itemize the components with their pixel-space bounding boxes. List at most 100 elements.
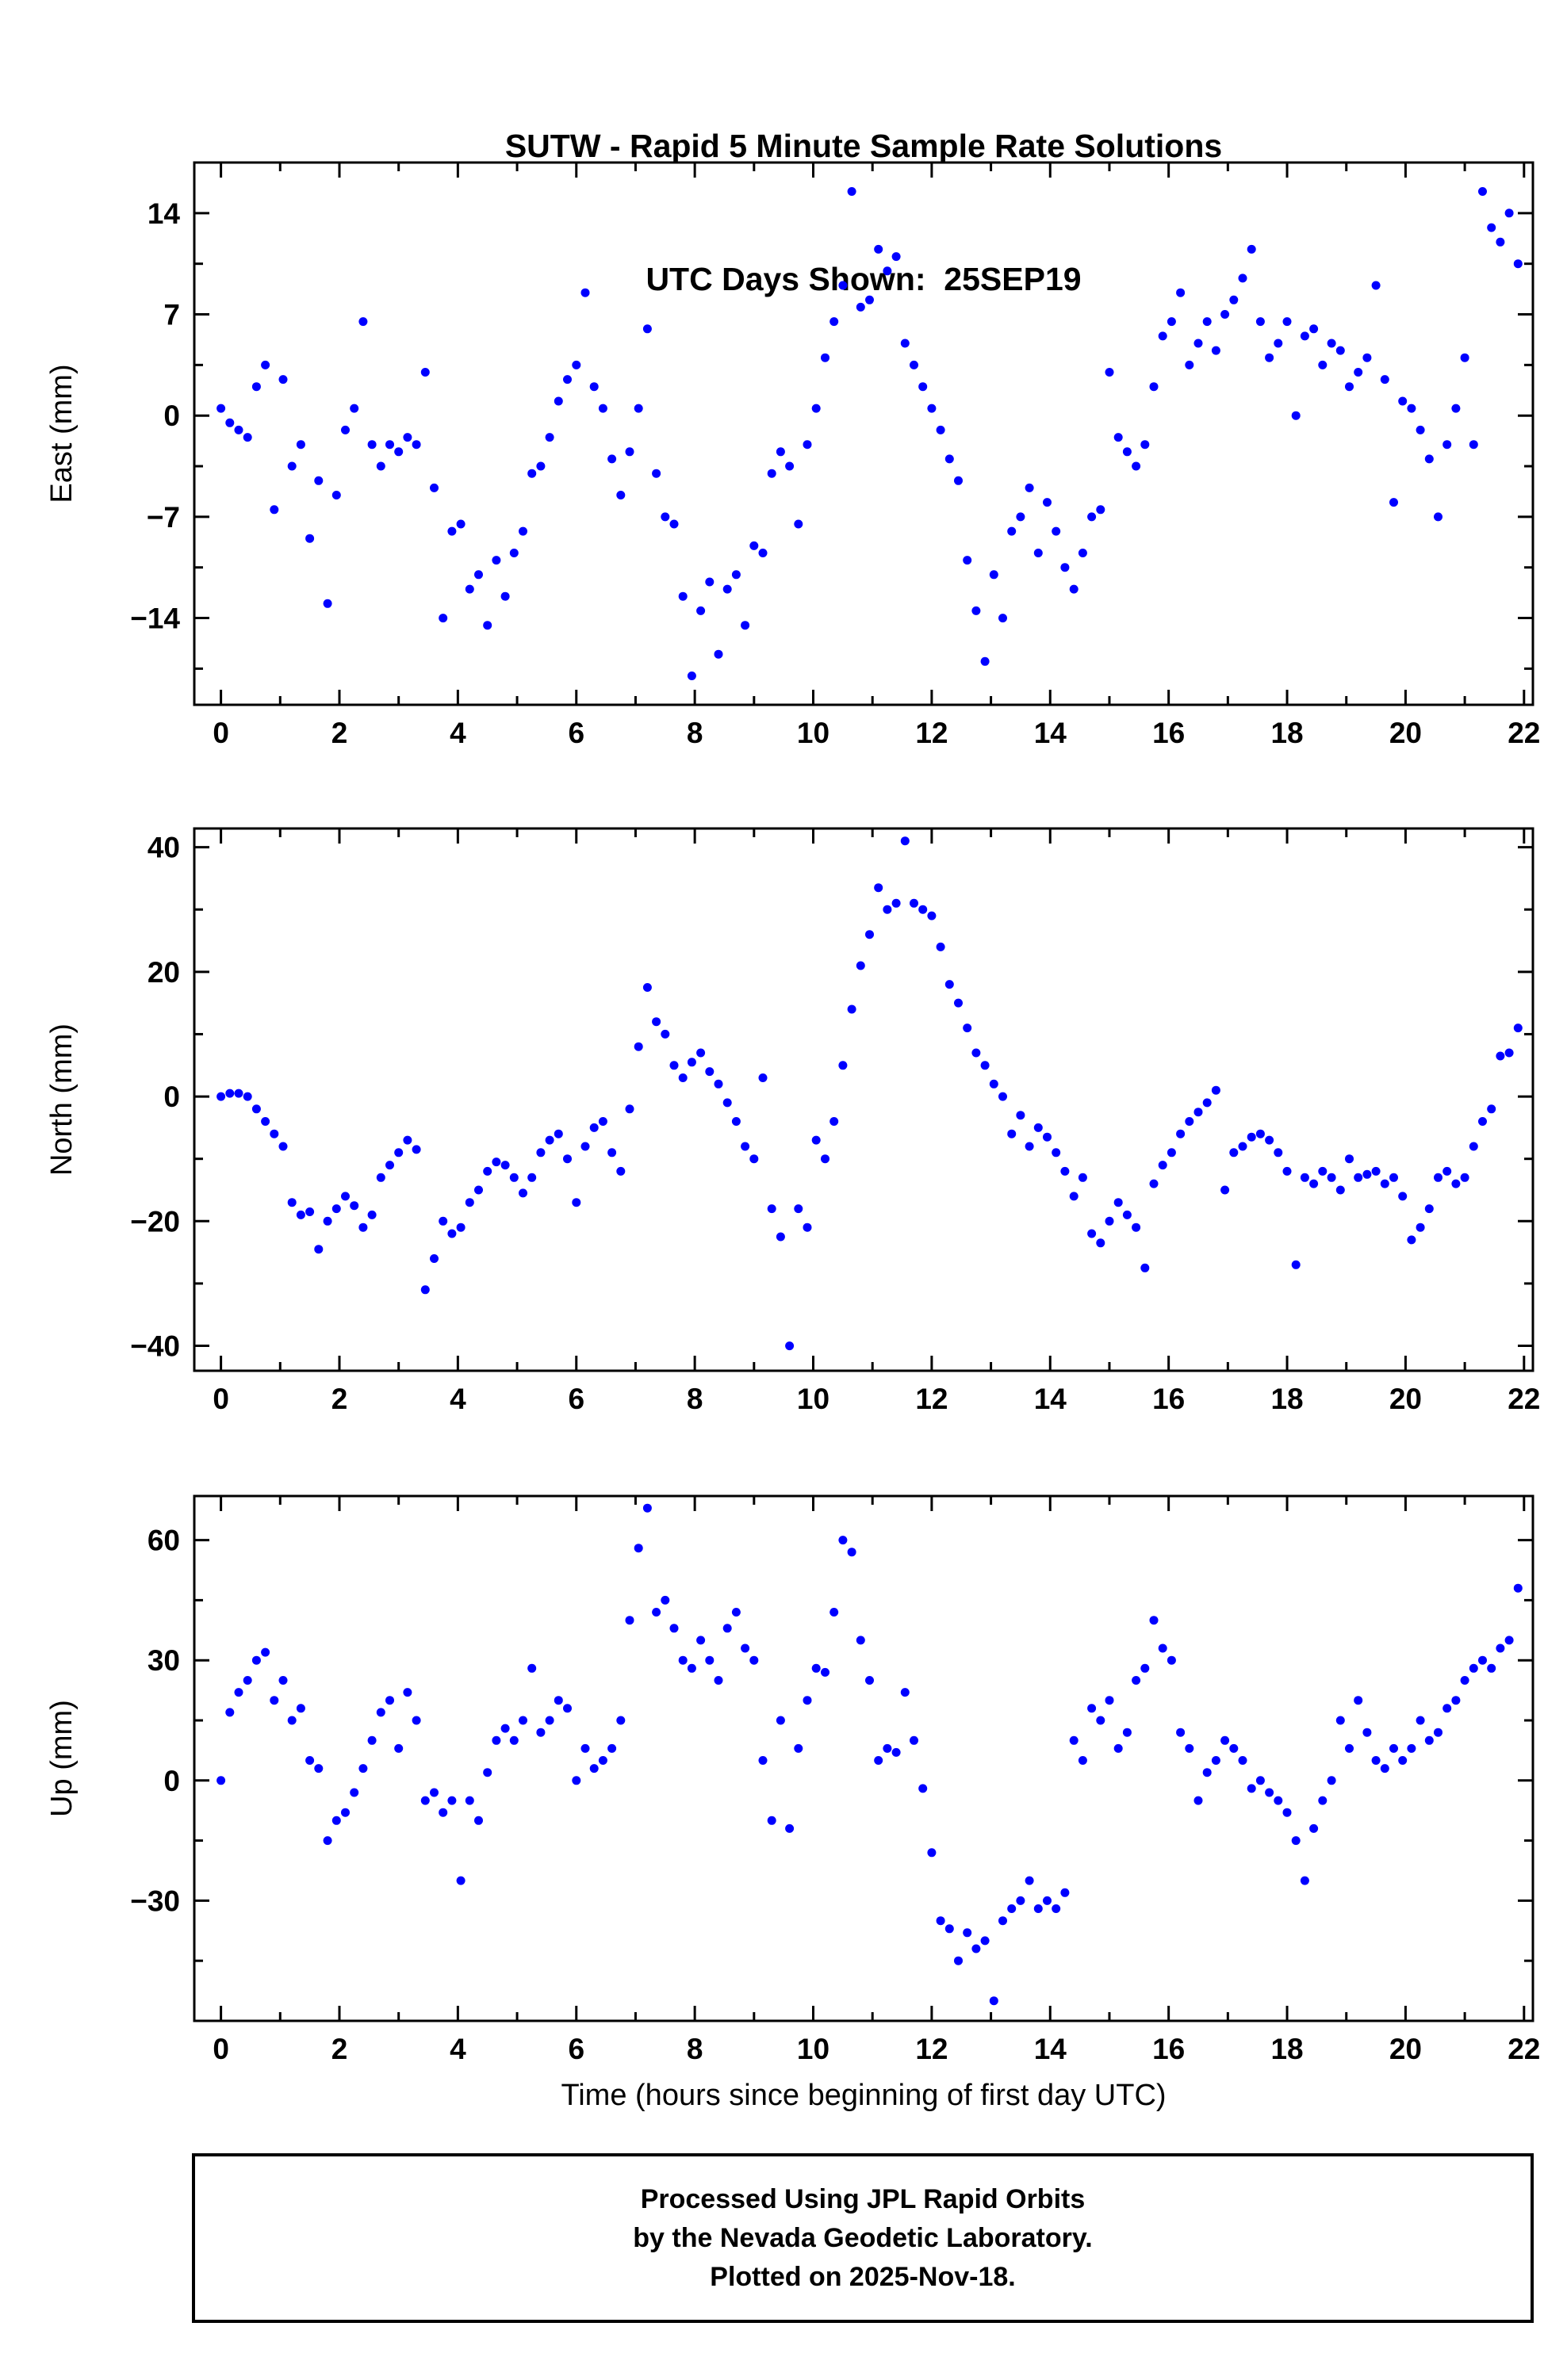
data-point [519, 1188, 527, 1198]
data-point [331, 1816, 341, 1825]
data-point [936, 425, 945, 434]
data-point [1096, 1716, 1105, 1725]
data-point [794, 1204, 803, 1214]
data-point [625, 447, 634, 457]
x-tick-label: 8 [687, 2033, 703, 2065]
chart-title: SUTW - Rapid 5 Minute Sample Rate Soluti… [194, 35, 1533, 346]
data-point [936, 942, 945, 951]
data-point [1274, 339, 1283, 348]
data-point [847, 1548, 856, 1557]
x-axis-label: Time (hours since beginning of first day… [561, 2079, 1167, 2112]
data-point [1380, 1179, 1389, 1188]
data-point [305, 534, 315, 543]
data-point [785, 461, 795, 471]
x-tick-label: 8 [687, 717, 703, 749]
data-point [918, 905, 928, 914]
data-point [1309, 324, 1319, 334]
data-point [1478, 187, 1487, 196]
data-point [447, 526, 457, 536]
data-point [1211, 1756, 1220, 1765]
data-point [980, 656, 990, 666]
data-point [1424, 1204, 1434, 1214]
data-point [278, 1676, 288, 1685]
data-point [1193, 339, 1203, 348]
data-point [963, 1928, 972, 1938]
data-point [1496, 1051, 1505, 1061]
data-point [803, 440, 812, 450]
data-point [971, 1944, 981, 1953]
data-point [642, 983, 652, 992]
data-point [287, 461, 297, 471]
data-point [1327, 1776, 1336, 1785]
data-point [1140, 440, 1150, 450]
data-point [1416, 425, 1425, 434]
data-point [270, 1696, 279, 1705]
data-point [927, 404, 937, 413]
data-point [554, 1696, 563, 1705]
data-point [323, 1836, 332, 1846]
data-point [847, 187, 856, 196]
data-point [998, 1092, 1007, 1101]
data-point [296, 440, 305, 450]
data-point [278, 375, 288, 385]
data-point [261, 1647, 270, 1657]
data-point [696, 1636, 706, 1645]
x-tick-label: 4 [450, 1383, 466, 1415]
data-point [500, 1161, 510, 1170]
data-point [1416, 1716, 1425, 1725]
data-point [278, 1142, 288, 1151]
data-point [616, 1166, 626, 1176]
data-point [652, 1608, 661, 1617]
data-point [545, 1135, 554, 1145]
x-tick-label: 10 [797, 2033, 829, 2065]
data-point [1496, 1643, 1505, 1653]
data-point [1487, 1663, 1496, 1673]
data-point [1487, 1104, 1496, 1114]
data-point [1255, 1129, 1265, 1138]
data-point [1327, 339, 1336, 348]
data-point [545, 433, 554, 442]
data-point [589, 1123, 599, 1132]
data-point [1149, 1616, 1159, 1625]
data-point [1105, 1696, 1114, 1705]
data-point [1185, 360, 1194, 369]
data-point [412, 1716, 421, 1725]
data-point [741, 621, 750, 630]
data-point [589, 382, 599, 392]
data-point [838, 1061, 848, 1070]
data-point [883, 905, 892, 914]
data-point [900, 1688, 910, 1697]
data-point [1158, 1643, 1167, 1653]
data-point [1371, 1756, 1381, 1765]
x-tick-label: 10 [797, 1383, 829, 1415]
data-point [1238, 274, 1247, 283]
x-tick-label: 4 [450, 717, 466, 749]
data-point [1354, 1173, 1363, 1182]
x-tick-label: 2 [331, 717, 348, 749]
data-point [447, 1796, 457, 1805]
data-point [749, 1655, 759, 1665]
data-point [1025, 1876, 1034, 1885]
data-point [1176, 1129, 1186, 1138]
data-point [323, 1216, 332, 1226]
x-tick-label: 4 [450, 2033, 466, 2065]
data-point [1309, 1823, 1319, 1833]
data-point [607, 454, 617, 464]
data-point [1460, 353, 1469, 362]
data-point [430, 1788, 439, 1797]
data-point [519, 526, 527, 536]
data-point [251, 1655, 261, 1665]
data-point [1380, 375, 1389, 385]
data-point [722, 1624, 732, 1633]
data-point [331, 491, 341, 499]
data-point [1176, 288, 1186, 297]
data-point [874, 1756, 883, 1765]
data-point [625, 1616, 634, 1625]
data-point [527, 1663, 537, 1673]
data-point [758, 1073, 768, 1082]
x-tick-label: 6 [568, 2033, 584, 2065]
data-point [1398, 396, 1408, 406]
y-tick-label: 0 [163, 1081, 180, 1113]
data-point [678, 1655, 688, 1665]
data-point [225, 418, 235, 427]
